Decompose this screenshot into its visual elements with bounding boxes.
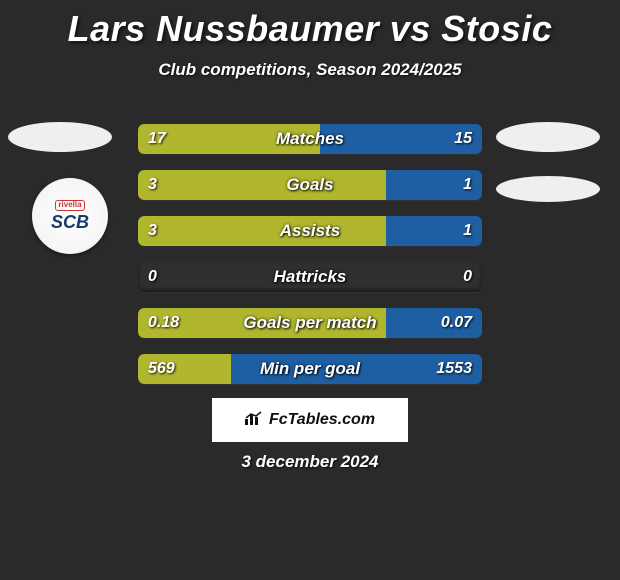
date-text: 3 december 2024	[0, 452, 620, 472]
stat-bar-right	[386, 308, 482, 338]
stat-bar-right	[386, 170, 482, 200]
stat-row: 5691553Min per goal	[138, 354, 482, 384]
stat-value-left: 0	[148, 262, 157, 292]
club-badge-top-text: rivella	[55, 200, 84, 211]
stat-bar-left	[138, 170, 386, 200]
stat-bar-right	[320, 124, 482, 154]
page-title: Lars Nussbaumer vs Stosic	[0, 0, 620, 50]
club-badge-left: rivella SCB	[32, 178, 108, 254]
stat-value-right: 0	[463, 262, 472, 292]
stat-bar-left	[138, 354, 231, 384]
stat-bar-left	[138, 308, 386, 338]
stat-row: 31Goals	[138, 170, 482, 200]
footer-badge[interactable]: FcTables.com	[212, 398, 408, 442]
avatar-right	[496, 122, 600, 152]
stat-row: 0 0Hattricks	[138, 262, 482, 292]
stat-row: 31Assists	[138, 216, 482, 246]
club-badge-right-placeholder	[496, 176, 600, 202]
footer-text: FcTables.com	[269, 411, 375, 429]
stats-bars: 1715Matches 31Goals 31Assists 0 0Hattricks 0.…	[138, 124, 482, 400]
stat-label: Hattricks	[138, 262, 482, 292]
avatar-left	[8, 122, 112, 152]
stat-bar-left	[138, 216, 386, 246]
stat-bar-right	[386, 216, 482, 246]
stat-row: 1715Matches	[138, 124, 482, 154]
stat-row: 0.180.07Goals per match	[138, 308, 482, 338]
stat-bar-right	[231, 354, 482, 384]
page-subtitle: Club competitions, Season 2024/2025	[0, 60, 620, 80]
stat-bar-left	[138, 124, 320, 154]
club-badge-main-text: SCB	[51, 212, 89, 232]
chart-icon	[245, 411, 263, 430]
